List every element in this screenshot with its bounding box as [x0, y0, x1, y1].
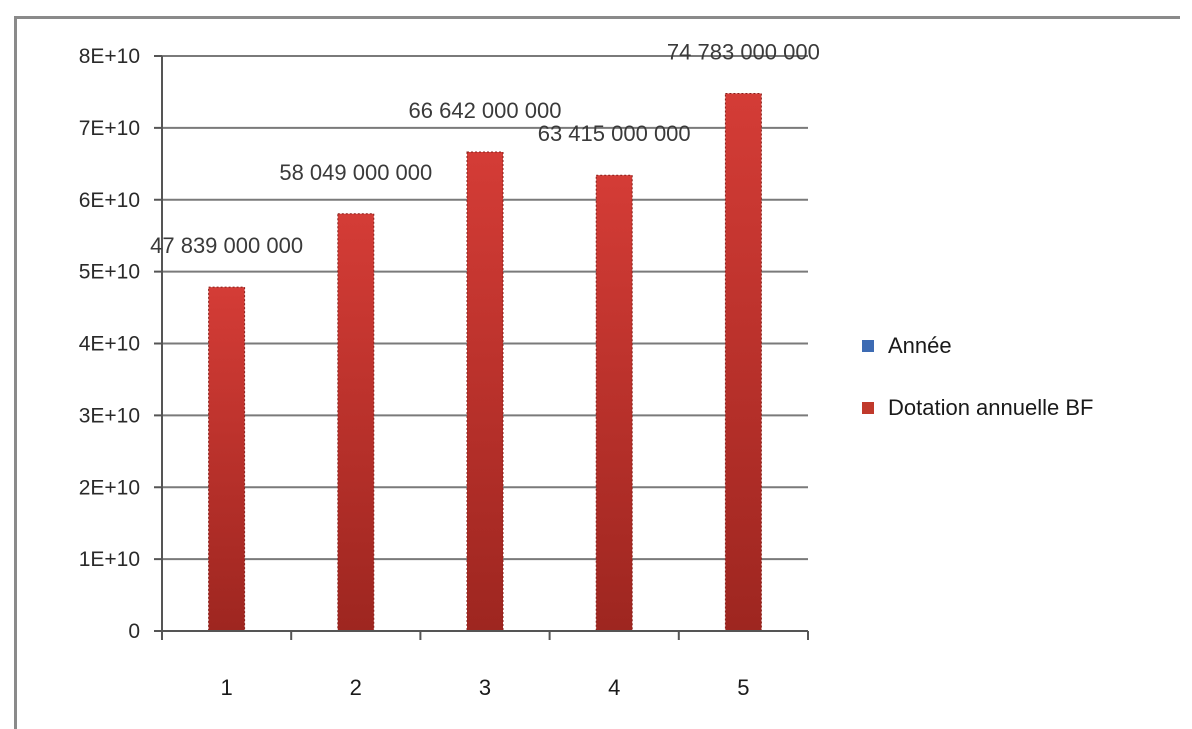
data-label: 47 839 000 000: [150, 233, 303, 258]
x-axis-tick-labels: 1 2 3 4 5: [220, 675, 749, 700]
x-tick-label: 5: [737, 675, 749, 700]
bar: [208, 286, 246, 632]
legend-label: Dotation annuelle BF: [888, 395, 1093, 420]
legend-label: Année: [888, 333, 952, 358]
x-tick-label: 2: [350, 675, 362, 700]
bar: [337, 213, 375, 632]
y-tick-label: 4E+10: [79, 333, 140, 356]
legend-swatch: [862, 402, 874, 414]
data-label: 74 783 000 000: [667, 39, 820, 64]
bar: [724, 92, 762, 632]
data-label: 63 415 000 000: [538, 121, 691, 146]
bar: [595, 174, 633, 632]
legend-swatch: [862, 340, 874, 352]
y-tick-label: 5E+10: [79, 261, 140, 284]
x-tick-label: 3: [479, 675, 491, 700]
y-tick-label: 3E+10: [79, 404, 140, 427]
x-tick-label: 1: [220, 675, 232, 700]
y-axis-tick-labels: 0 1E+10 2E+10 3E+10 4E+10 5E+10 6E+10 7E+10 8E+1…: [79, 45, 140, 643]
data-label: 58 049 000 000: [279, 160, 432, 185]
legend: Année Dotation annuelle BF: [862, 333, 1093, 420]
y-tick-label: 8E+10: [79, 45, 140, 68]
data-label: 66 642 000 000: [409, 98, 562, 123]
y-tick-label: 7E+10: [79, 117, 140, 140]
y-tick-label: 0: [128, 620, 140, 643]
y-tick-label: 2E+10: [79, 476, 140, 499]
x-tick-label: 4: [608, 675, 620, 700]
axes: [154, 55, 809, 640]
y-tick-label: 6E+10: [79, 189, 140, 212]
bar: [466, 151, 504, 632]
data-labels: 47 839 000 000 58 049 000 000 66 642 000 0…: [150, 39, 820, 258]
y-tick-label: 1E+10: [79, 548, 140, 571]
